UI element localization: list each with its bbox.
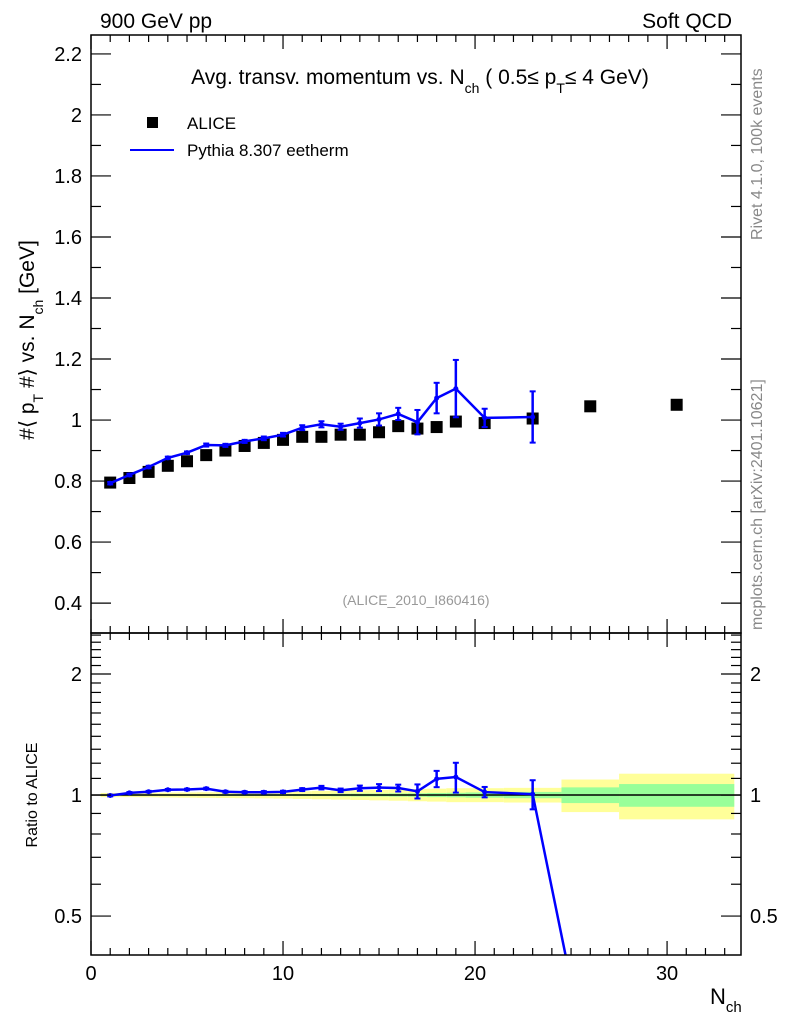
rivet-version-text: Rivet 4.1.0, 100k events (749, 68, 766, 240)
pythia-error-bar-marker (376, 416, 382, 422)
ratio-frame (90, 632, 742, 956)
x-tick-label: 30 (656, 963, 678, 985)
pythia-ratio-error-bar-marker (414, 788, 420, 794)
header-left: 900 GeV pp (100, 10, 212, 33)
pythia-ratio-error-bar-marker (280, 789, 286, 795)
pythia-ratio-error-bar-marker (242, 789, 248, 795)
pythia-ratio-error-bar-marker (299, 787, 305, 793)
y-tick-label: 0.6 (54, 532, 82, 554)
alice-data-point (449, 415, 462, 428)
chart-title: Avg. transv. momentum vs. Nch ( 0.5≤ pT≤… (191, 66, 649, 96)
ratio-y-tick-label: 2 (71, 664, 82, 686)
ratio-y-tick-label: 0.5 (54, 906, 82, 928)
pythia-error-bar-marker (414, 419, 420, 425)
pythia-error-bar-marker (261, 435, 267, 441)
main-data (104, 358, 683, 489)
ratio-axis-ticks: 0 10 20 30 0.5 0.5 1 1 2 2 (54, 633, 778, 985)
main-panel: 0.4 0.6 0.8 1 1.2 1.4 1.6 1.8 2 2.2 Avg. transv. … (16, 34, 742, 634)
pythia-error-bar-marker (318, 421, 324, 427)
pythia-ratio-error-bar-marker (261, 789, 267, 795)
y-tick-label: 2 (71, 105, 82, 127)
pythia-error-bar-marker (242, 438, 248, 444)
pythia-error-bar-marker (222, 442, 228, 448)
y-tick-label: 1.2 (54, 349, 82, 371)
pythia-ratio-error-bar-marker (184, 786, 190, 792)
pythia-ratio-error-bar-marker (318, 785, 324, 791)
pythia-error-bar-marker (126, 472, 132, 478)
alice-data-point (584, 400, 597, 413)
pythia-ratio-error-bar-marker (338, 787, 344, 793)
x-tick-label: 0 (85, 963, 96, 985)
pythia-error-bar-marker (453, 386, 459, 392)
pythia-error-bar-marker (395, 411, 401, 417)
alice-data-point (181, 455, 194, 468)
header-right: Soft QCD (642, 10, 732, 33)
pythia-error-bar-marker (203, 442, 209, 448)
pythia-ratio-error-bar-marker (222, 789, 228, 795)
alice-data-point (334, 428, 347, 441)
alice-data-point (296, 430, 309, 443)
pythia-ratio-error-bar-marker (482, 789, 488, 795)
pythia-ratio-error-bar-marker (357, 785, 363, 791)
pythia-ratio-error-bar-marker (165, 787, 171, 793)
pythia-error-bar-marker (530, 414, 536, 420)
analysis-watermark: (ALICE_2010_I860416) (342, 592, 489, 608)
ratio-y-tick-label: 1 (71, 785, 82, 807)
y-tick-label: 1.4 (54, 288, 82, 310)
pythia-error-bar-marker (107, 480, 113, 486)
pythia-ratio-error-bar-marker (146, 789, 152, 795)
mcplots-credit-text: mcplots.cern.ch [arXiv:2401.10621] (749, 379, 766, 630)
y-tick-label: 0.4 (54, 593, 82, 615)
legend: ALICE Pythia 8.307 eetherm (130, 114, 349, 160)
legend-alice-label: ALICE (187, 114, 236, 133)
x-tick-label: 10 (272, 963, 294, 985)
pythia-error-bar-marker (357, 420, 363, 426)
pythia-error-bar-marker (299, 425, 305, 431)
pythia-error-bar-marker (165, 455, 171, 461)
ratio-panel: 0 10 20 30 0.5 0.5 1 1 2 2 Ratio to ALICE Nch (24, 632, 778, 1016)
y-tick-label: 1.8 (54, 166, 82, 188)
x-tick-label: 20 (464, 963, 486, 985)
y-tick-label: 0.8 (54, 471, 82, 493)
y-tick-label: 2.2 (54, 44, 82, 66)
y-tick-label: 1.6 (54, 227, 82, 249)
y-tick-label: 1 (71, 410, 82, 432)
pythia-ratio-error-bar-marker (395, 785, 401, 791)
pythia-ratio-error-bar-marker (126, 790, 132, 796)
pythia-error-bar-marker (184, 450, 190, 456)
pythia-error-bar-marker (338, 424, 344, 430)
pythia-ratio-error-bar-marker (434, 776, 440, 782)
ratio-y-tick-label-right: 1 (750, 785, 761, 807)
alice-data-point (200, 449, 213, 462)
alice-data-point (430, 421, 443, 434)
pythia-error-bar-marker (280, 432, 286, 438)
pythia-error-bar-marker (146, 464, 152, 470)
ratio-data (91, 761, 741, 955)
legend-alice-marker (147, 117, 158, 128)
alice-data-point (315, 430, 328, 443)
alice-data-point (373, 426, 386, 439)
alice-data-point (161, 459, 174, 472)
pythia-ratio-line (110, 775, 567, 955)
pythia-error-bar-marker (482, 415, 488, 421)
pythia-ratio-error-bar-marker (376, 785, 382, 791)
x-axis-label: Nch (710, 984, 742, 1016)
pythia-error-bar-marker (434, 395, 440, 401)
main-axis-ticks: 0.4 0.6 0.8 1 1.2 1.4 1.6 1.8 2 2.2 (54, 35, 741, 633)
ratio-y-axis-label: Ratio to ALICE (24, 743, 41, 848)
alice-data-point (353, 428, 366, 441)
pythia-ratio-error-bar-marker (530, 791, 536, 797)
alice-data-point (392, 420, 405, 433)
alice-data-point (670, 398, 683, 411)
ratio-y-tick-label-right: 2 (750, 664, 761, 686)
main-y-axis-label: #⟨ pT #⟩ vs. Nch [GeV] (16, 240, 46, 440)
pythia-ratio-error-bar-marker (203, 786, 209, 792)
pythia-ratio-error-bar-marker (453, 774, 459, 780)
legend-pythia-label: Pythia 8.307 eetherm (187, 141, 349, 160)
ratio-y-tick-label-right: 0.5 (750, 906, 778, 928)
